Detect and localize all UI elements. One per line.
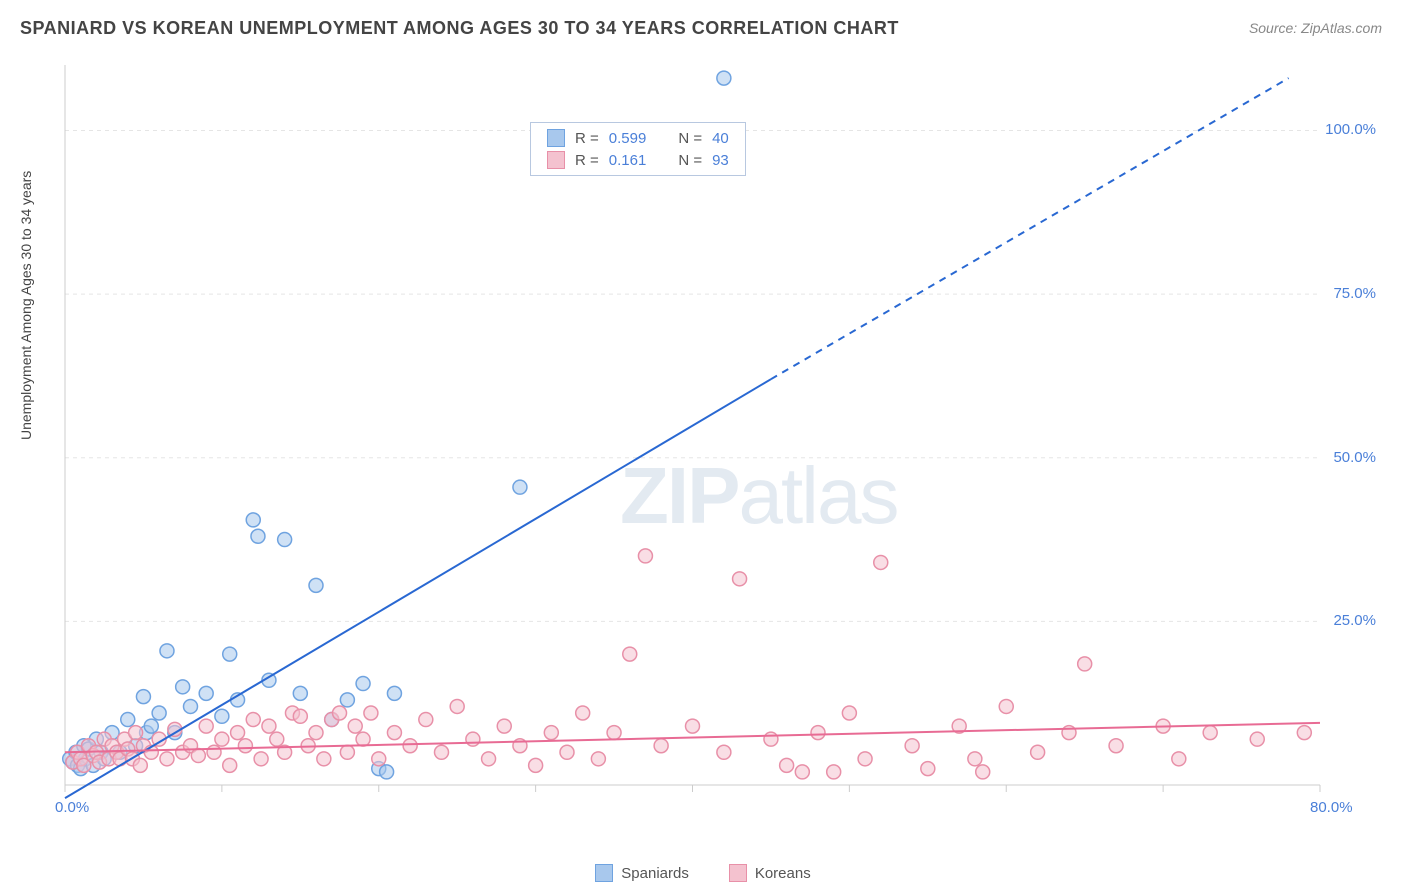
chart-title: SPANIARD VS KOREAN UNEMPLOYMENT AMONG AG… [20,18,899,39]
legend: Spaniards Koreans [0,864,1406,882]
stats-n-label: N = [678,152,702,169]
stats-row: R = 0.599 N = 40 [547,127,729,149]
source-attribution: Source: ZipAtlas.com [1249,20,1382,36]
stats-r-label: R = [575,152,599,169]
legend-item: Spaniards [595,864,689,882]
x-tick-label: 80.0% [1310,799,1353,816]
stats-n-value: 40 [712,130,729,147]
stats-r-label: R = [575,130,599,147]
stats-n-label: N = [678,130,702,147]
y-axis-label: Unemployment Among Ages 30 to 34 years [18,171,34,440]
legend-swatch [729,864,747,882]
stats-swatch [547,129,565,147]
x-tick-label: 0.0% [55,799,89,816]
stats-r-value: 0.599 [609,130,647,147]
legend-label: Spaniards [621,865,689,882]
chart-area: ZIPatlas R = 0.599N = 40R = 0.161N = 93 … [60,60,1380,830]
stats-n-value: 93 [712,152,729,169]
stats-row: R = 0.161 N = 93 [547,149,729,171]
y-tick-label: 50.0% [1333,449,1376,466]
stats-swatch [547,151,565,169]
legend-item: Koreans [729,864,811,882]
y-tick-label: 100.0% [1325,121,1376,138]
legend-label: Koreans [755,865,811,882]
correlation-stats-box: R = 0.599 N = 40 R = 0.161 N = 93 [530,122,746,176]
stats-r-value: 0.161 [609,152,647,169]
y-tick-label: 75.0% [1333,285,1376,302]
y-tick-label: 25.0% [1333,612,1376,629]
legend-swatch [595,864,613,882]
